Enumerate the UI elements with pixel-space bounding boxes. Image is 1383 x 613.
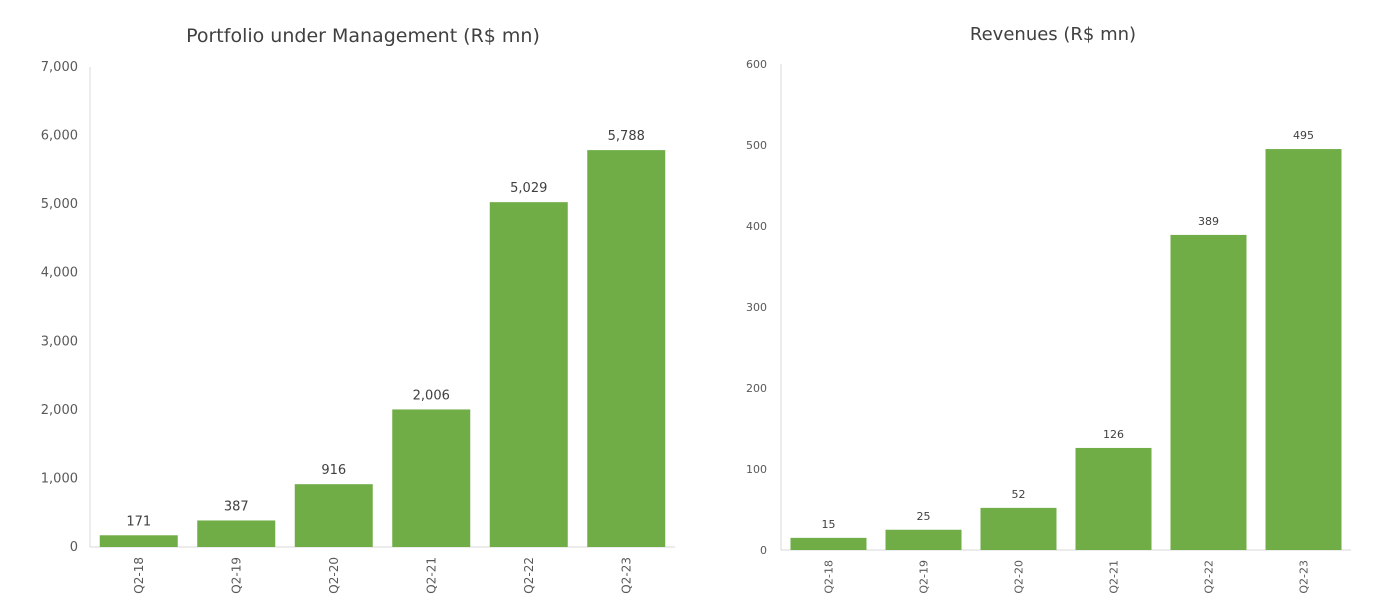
portfolio-y-tick-label: 0 xyxy=(70,540,78,555)
revenues-y-tick-label: 0 xyxy=(760,544,767,557)
portfolio-y-tick-label: 2,000 xyxy=(41,403,78,418)
revenues-category-label: Q2-19 xyxy=(918,560,931,594)
revenues-category-label: Q2-18 xyxy=(823,560,836,594)
portfolio-data-label: 5,788 xyxy=(608,129,645,144)
revenues-data-label: 25 xyxy=(917,510,931,523)
portfolio-chart: Portfolio under Management (R$ mn) 0 1,000… xyxy=(41,25,675,594)
portfolio-y-tick-label: 7,000 xyxy=(41,60,78,75)
portfolio-category-label: Q2-21 xyxy=(424,557,438,594)
portfolio-category-label: Q2-22 xyxy=(522,557,536,594)
portfolio-y-tick-label: 6,000 xyxy=(41,129,78,144)
portfolio-bar xyxy=(587,150,666,547)
portfolio-category-label: Q2-23 xyxy=(619,557,633,594)
portfolio-bar xyxy=(197,520,276,547)
portfolio-y-tick-label: 5,000 xyxy=(41,197,78,212)
revenues-y-tick-label: 100 xyxy=(746,463,767,476)
revenues-bar xyxy=(1075,447,1152,550)
revenues-bar xyxy=(790,537,867,550)
revenues-data-label: 52 xyxy=(1012,488,1026,501)
portfolio-data-label: 2,006 xyxy=(413,388,450,403)
revenues-data-label: 126 xyxy=(1103,428,1124,441)
portfolio-title: Portfolio under Management (R$ mn) xyxy=(186,25,540,47)
portfolio-bar xyxy=(392,409,471,547)
revenues-bar xyxy=(1265,149,1342,551)
revenues-bar xyxy=(1170,234,1247,550)
revenues-y-tick-label: 500 xyxy=(746,139,767,152)
portfolio-data-label: 387 xyxy=(224,499,249,514)
revenues-data-label: 389 xyxy=(1198,215,1219,228)
revenues-category-label: Q2-21 xyxy=(1108,560,1121,594)
portfolio-bar xyxy=(294,484,373,547)
revenues-category-label: Q2-23 xyxy=(1298,560,1311,594)
revenues-y-tick-label: 400 xyxy=(746,220,767,233)
portfolio-category-label: Q2-19 xyxy=(229,557,243,594)
portfolio-data-label: 5,029 xyxy=(510,181,547,196)
revenues-category-label: Q2-20 xyxy=(1013,560,1026,594)
portfolio-data-label: 171 xyxy=(126,514,151,529)
portfolio-y-tick-label: 3,000 xyxy=(41,334,78,349)
revenues-category-label: Q2-22 xyxy=(1203,560,1216,594)
revenues-y-tick-label: 300 xyxy=(746,301,767,314)
revenues-data-label: 15 xyxy=(822,518,836,531)
portfolio-y-tick-label: 4,000 xyxy=(41,266,78,281)
portfolio-bar xyxy=(99,535,178,547)
portfolio-category-label: Q2-18 xyxy=(132,557,146,594)
revenues-y-tick-label: 200 xyxy=(746,382,767,395)
portfolio-y-tick-label: 1,000 xyxy=(41,471,78,486)
portfolio-data-label: 916 xyxy=(321,463,346,478)
revenues-y-tick-label: 600 xyxy=(746,58,767,71)
revenues-bar xyxy=(885,529,962,550)
revenues-bar xyxy=(980,507,1057,550)
portfolio-bar xyxy=(489,202,568,547)
revenues-title: Revenues (R$ mn) xyxy=(970,24,1136,45)
revenues-data-label: 495 xyxy=(1293,129,1314,142)
portfolio-category-label: Q2-20 xyxy=(327,557,341,594)
